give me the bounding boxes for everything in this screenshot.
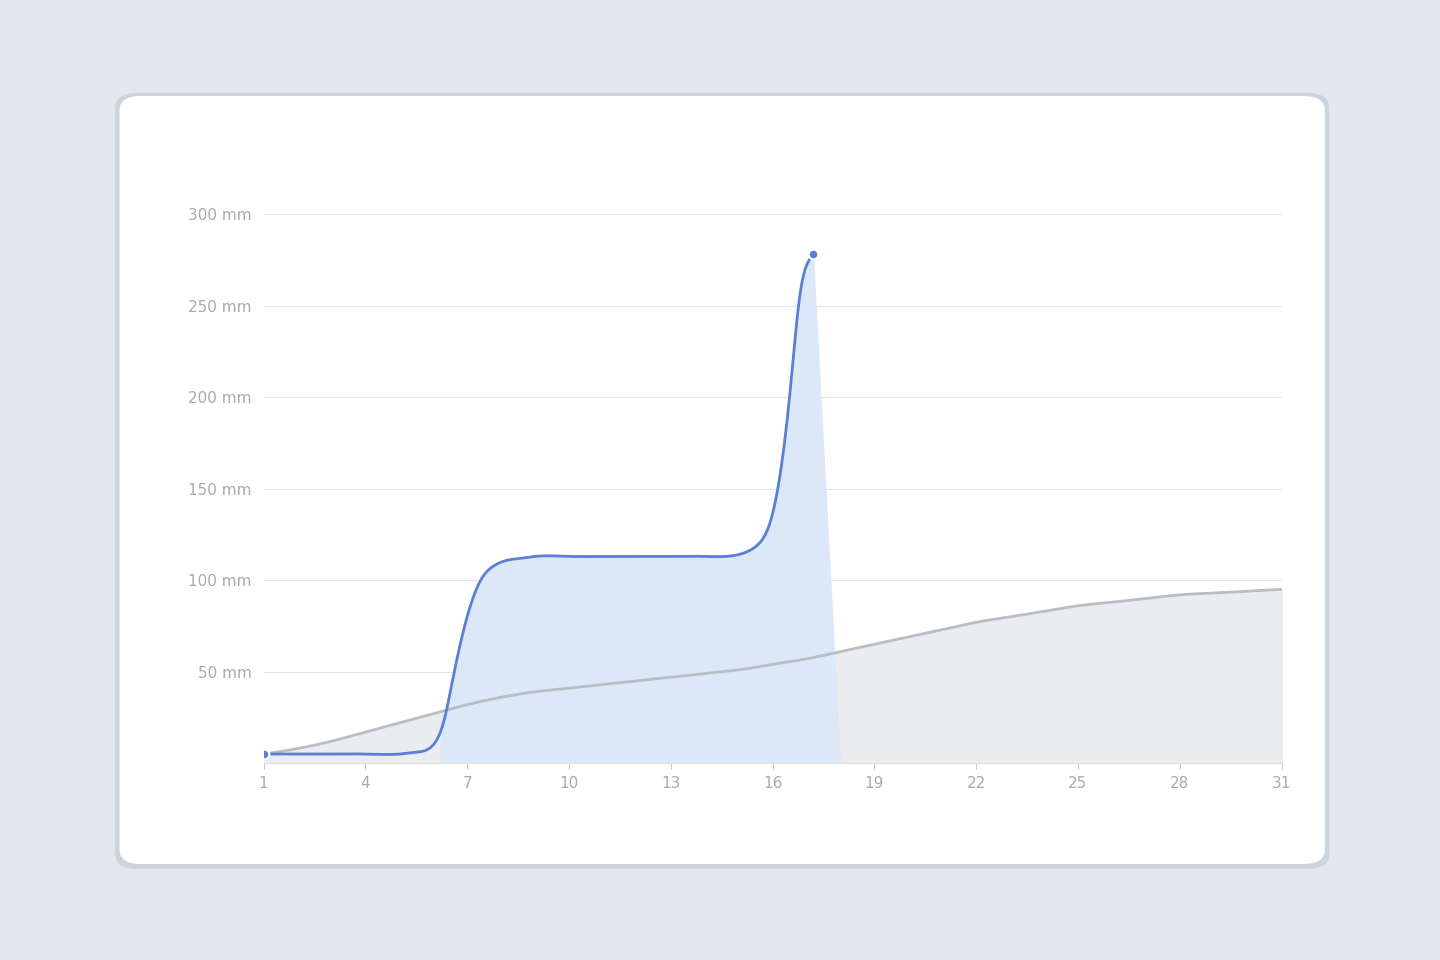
Polygon shape: [441, 254, 841, 763]
